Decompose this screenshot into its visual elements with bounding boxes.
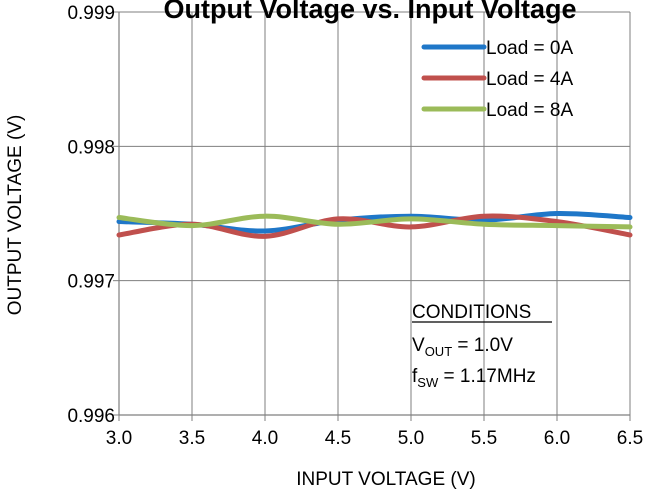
x-tick-label: 4.5 [325,428,351,449]
x-tick-label: 4.0 [252,428,278,449]
vout-condition: VOUT = 1.0V [412,335,513,359]
legend-label-1: Load = 4A [486,69,573,90]
series-line-2 [116,213,633,230]
x-tick-label: 6.5 [617,428,643,449]
x-tick-label: 3.0 [106,428,132,449]
chart-title: Output Voltage vs. Input Voltage [163,0,576,24]
fsw-condition: fSW = 1.17MHz [412,366,536,390]
y-tick-label: 0.997 [67,272,115,293]
conditions-box: CONDITIONS VOUT = 1.0V fSW = 1.17MHz [412,302,552,390]
data-series [116,210,633,239]
tick-labels: 3.0 3.5 4.0 4.5 5.0 5.5 6.0 6.5 0.996 0.997 0.998 0… [67,3,643,449]
conditions-title: CONDITIONS [412,302,531,323]
legend: Load = 0A Load = 4A Load = 8A [421,38,573,121]
legend-label-0: Load = 0A [486,38,573,59]
x-tick-label: 5.5 [471,428,497,449]
x-tick-label: 3.5 [179,428,205,449]
legend-label-2: Load = 8A [486,100,573,121]
y-tick-label: 0.999 [67,3,115,24]
x-tick-label: 6.0 [544,428,570,449]
x-axis-title: INPUT VOLTAGE (V) [296,469,475,490]
y-tick-label: 0.996 [67,406,115,427]
x-tick-label: 5.0 [398,428,424,449]
axes [113,11,631,421]
y-axis-title: OUTPUT VOLTAGE (V) [5,115,26,316]
y-tick-label: 0.998 [67,137,115,158]
